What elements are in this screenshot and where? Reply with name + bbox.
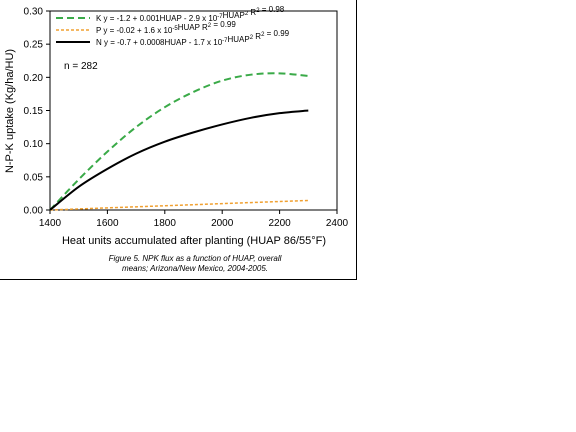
chart-frame	[0, 0, 357, 280]
x-tick-label: 1400	[39, 218, 62, 229]
legend-text-part: HUAP	[223, 11, 245, 20]
figure-caption: Figure 5. NPK flux as a function of HUAP…	[60, 254, 330, 274]
legend-text-part: R	[253, 32, 261, 41]
x-tick-label: 2400	[326, 218, 349, 229]
sample-size-annotation: n = 282	[64, 61, 98, 72]
y-tick-label: 0.05	[24, 172, 44, 183]
legend-text-part: HUAP	[228, 35, 250, 44]
x-tick-label: 1600	[96, 218, 119, 229]
caption-line-2: means; Arizona/New Mexico, 2004-2005.	[122, 264, 268, 273]
legend-text-part: -7	[222, 38, 228, 44]
legend-entry-n: N y = -0.7 + 0.0008HUAP - 1.7 x 10-7HUAP…	[96, 29, 290, 47]
y-axis-title: N-P-K uptake (Kg/ha/HU)	[4, 49, 16, 173]
legend-text-part: HUAP R	[178, 23, 208, 32]
series-lines	[49, 72, 309, 211]
legend-entry-k: K y = -1.2 + 0.001HUAP - 2.9 x 10-7HUAP2…	[96, 5, 285, 23]
x-tick-label: 2000	[211, 218, 234, 229]
y-tick-label: 0.25	[24, 40, 44, 51]
legend-text-part: = 0.99	[264, 29, 289, 38]
series-line-k	[49, 72, 309, 211]
legend-text-part: K y = -1.2 + 0.001HUAP - 2.9 x 10	[96, 14, 218, 23]
y-tick-label: 0.20	[24, 73, 44, 84]
legend-text-part: 2	[208, 23, 212, 29]
series-line-p	[49, 199, 309, 211]
legend-text-part: -7	[217, 14, 223, 20]
y-tick-label: 0.00	[24, 206, 44, 217]
x-axis-ticks: 1400 1600 1800 2000 2200 2400	[39, 210, 349, 229]
legend-text-part: 2	[256, 8, 260, 14]
legend-text-part: R	[248, 8, 256, 17]
x-tick-label: 2200	[268, 218, 291, 229]
legend-entry-p: P y = -0.02 + 1.6 x 10-5HUAP R2 = 0.99	[96, 20, 236, 35]
legend-text-part: 2	[245, 11, 249, 17]
x-axis-title: Heat units accumulated after planting (H…	[62, 235, 326, 247]
series-line-n	[49, 109, 309, 211]
legend-text-part: = 0.99	[211, 20, 236, 29]
caption-line-1: Figure 5. NPK flux as a function of HUAP…	[108, 254, 282, 263]
legend-text-part: 2	[250, 35, 254, 41]
legend-text-part: N y = -0.7 + 0.0008HUAP - 1.7 x 10	[96, 38, 223, 47]
legend-text-part: P y = -0.02 + 1.6 x 10	[96, 26, 173, 35]
y-tick-label: 0.30	[24, 7, 44, 18]
x-tick-label: 1800	[154, 218, 177, 229]
y-tick-label: 0.15	[24, 106, 44, 117]
legend: K y = -1.2 + 0.001HUAP - 2.9 x 10-7HUAP2…	[56, 5, 290, 47]
legend-text-part: 2	[261, 32, 265, 38]
y-tick-label: 0.10	[24, 139, 44, 150]
y-axis-ticks: 0.00 0.05 0.10 0.15 0.20 0.25 0.30	[24, 7, 50, 217]
legend-text-part: = 0.98	[260, 5, 285, 14]
legend-text-part: -5	[172, 26, 178, 32]
